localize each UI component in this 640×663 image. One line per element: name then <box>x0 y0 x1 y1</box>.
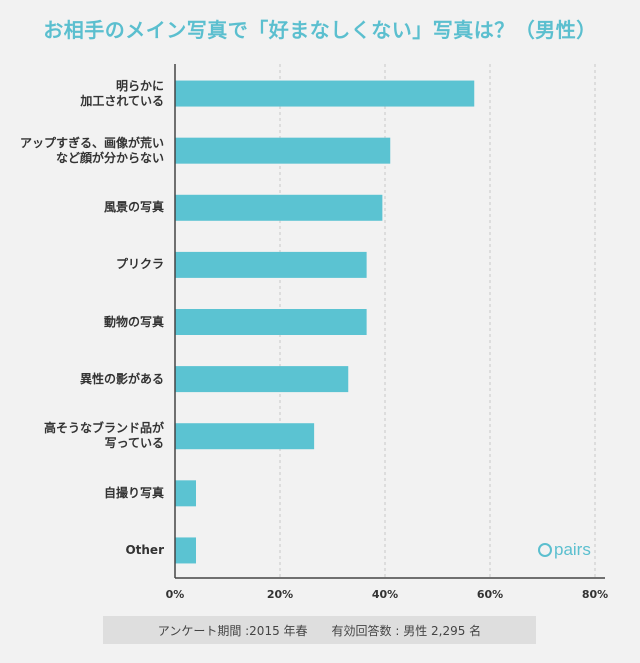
category-label: Other <box>125 542 164 557</box>
pairs-heart-icon <box>538 543 552 557</box>
x-tick-label: 80% <box>581 588 609 601</box>
x-tick-label: 40% <box>371 588 399 601</box>
bar <box>175 137 391 164</box>
survey-footnote: アンケート期間 :2015 年春 有効回答数 : 男性 2,295 名 <box>103 616 536 644</box>
bar <box>175 366 349 393</box>
x-tick-label: 60% <box>476 588 504 601</box>
x-tick-label: 20% <box>266 588 294 601</box>
category-label: 動物の写真 <box>103 314 164 329</box>
bar <box>175 537 196 564</box>
logo-text: pairs <box>554 540 591 559</box>
bar <box>175 309 367 335</box>
x-tick-label: 0% <box>165 588 185 601</box>
bar <box>175 423 315 450</box>
category-label: 自撮り写真 <box>103 485 164 500</box>
bar-chart <box>174 64 605 579</box>
category-label: プリクラ <box>115 257 164 272</box>
category-label: 風景の写真 <box>103 200 164 215</box>
bar <box>175 80 475 107</box>
bar <box>175 480 196 507</box>
category-label: アップすぎる、画像が荒い など顔が分からない <box>19 135 164 165</box>
pairs-logo: pairs <box>538 540 591 560</box>
chart-title: お相手のメイン写真で「好まなしくない」写真は？（男性） <box>43 18 597 42</box>
category-label: 高そうなブランド品が 写っている <box>43 421 164 451</box>
chart-area: 明らかに 加工されているアップすぎる、画像が荒い など顔が分からない風景の写真プ… <box>0 62 640 607</box>
bar <box>175 251 367 278</box>
bar <box>175 194 383 221</box>
category-label: 異性の影がある <box>79 371 164 386</box>
category-label: 明らかに 加工されている <box>80 78 164 108</box>
